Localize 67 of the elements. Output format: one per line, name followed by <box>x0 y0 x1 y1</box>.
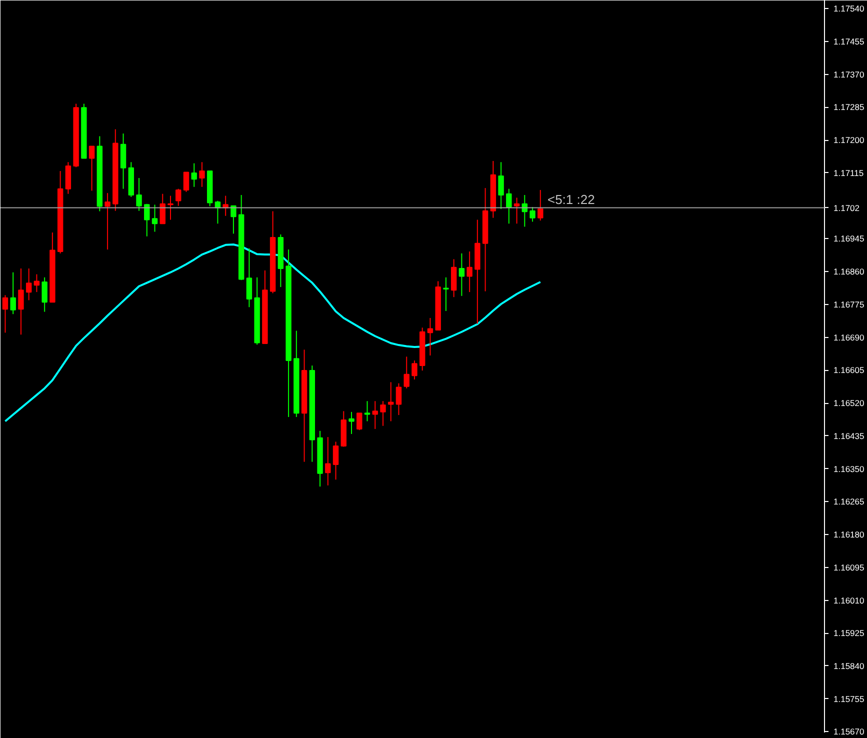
candlestick <box>191 162 197 188</box>
y-tick-label: 1.16265 <box>834 496 864 507</box>
candlestick <box>356 412 362 431</box>
y-tick-label: 1.16095 <box>834 562 864 572</box>
y-tick-label: 1.16435 <box>834 430 864 441</box>
candlestick <box>120 133 126 190</box>
y-tick-label: 1.16180 <box>834 530 864 540</box>
y-tick-label: 1.15755 <box>834 694 864 704</box>
candlestick <box>443 276 449 312</box>
candlestick <box>2 294 8 334</box>
line-series <box>4 244 542 422</box>
candlestick <box>183 172 190 192</box>
candlestick <box>18 268 24 336</box>
y-tick-label: 1.16350 <box>834 464 864 474</box>
candlestick <box>380 400 386 426</box>
candlestick <box>34 274 40 293</box>
y-tick-label: 1.15925 <box>834 628 864 638</box>
ref-line-label: 1.1702 <box>834 202 860 213</box>
candlestick <box>104 192 110 250</box>
y-tick-label: 1.17285 <box>834 102 864 112</box>
y-tick-label: 1.16010 <box>834 595 864 606</box>
candlestick <box>199 162 205 188</box>
candlestick <box>42 276 48 312</box>
candlestick <box>396 382 402 416</box>
candlestick <box>348 411 354 434</box>
candlestick <box>176 188 182 206</box>
candlestick <box>332 441 339 480</box>
candlestick <box>26 268 32 301</box>
candlestick <box>246 248 252 308</box>
candlestick <box>427 317 434 356</box>
candlestick <box>364 400 370 422</box>
candlestick <box>530 206 536 222</box>
y-tick-label: 1.15840 <box>834 660 864 671</box>
y-tick-label: 1.16860 <box>834 266 864 277</box>
candlestick <box>450 258 457 298</box>
y-tick-label: 1.17540 <box>834 4 864 14</box>
y-tick-label: 1.17455 <box>834 36 864 46</box>
candlestick <box>538 189 544 222</box>
y-tick-label: 1.16775 <box>834 299 864 310</box>
candlestick <box>372 400 378 430</box>
candlestick <box>88 146 95 192</box>
text: <5:1 :22 <box>547 192 595 207</box>
candlestick <box>160 193 166 224</box>
y-tick-label: 1.17370 <box>834 69 864 80</box>
candlestick <box>230 205 236 234</box>
y-tick-label: 1.15670 <box>834 726 864 737</box>
y-tick-label: 1.16605 <box>834 365 864 376</box>
candlestick <box>152 204 158 232</box>
candlestick <box>136 177 142 212</box>
candlestick <box>458 252 465 296</box>
y-tick-label: 1.16520 <box>834 398 864 408</box>
candlestick <box>498 162 504 210</box>
y-tick-label: 1.16945 <box>834 234 864 244</box>
candlestick <box>412 360 418 380</box>
candlestick <box>514 197 520 224</box>
y-tick-label: 1.17115 <box>834 168 864 178</box>
y-tick-label: 1.16690 <box>834 332 864 342</box>
y-tick-label: 1.17200 <box>834 135 864 146</box>
candlestick <box>466 250 472 293</box>
candlestick <box>168 195 174 220</box>
candlestick <box>506 188 512 224</box>
candlestick <box>10 272 16 315</box>
candlestick <box>65 162 72 194</box>
candlestick <box>404 356 410 389</box>
candlestick <box>325 436 331 486</box>
candlestick <box>222 195 228 216</box>
candlestick <box>144 203 150 237</box>
